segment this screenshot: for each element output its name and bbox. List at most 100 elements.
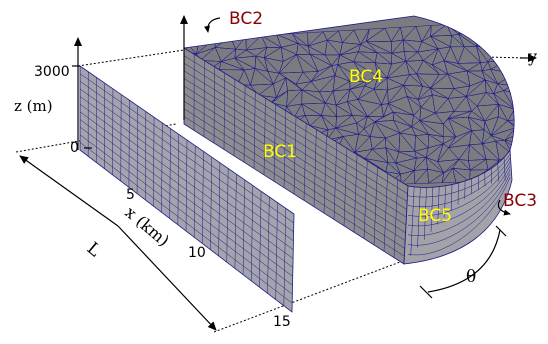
side-grid-horizontal <box>183 55 408 195</box>
length-label: L <box>83 239 105 262</box>
z-tick-3000: 3000 <box>34 64 70 80</box>
top-mesh-triangle <box>504 31 515 49</box>
top-mesh-triangle <box>476 21 500 35</box>
top-mesh-triangle <box>503 32 515 49</box>
slab-grid-horizontal <box>79 134 293 295</box>
mesh-slab-face <box>79 65 295 313</box>
slab-grid-horizontal <box>79 142 293 304</box>
side-grid-horizontal <box>183 108 405 249</box>
theta-arc-tick-a <box>495 225 507 237</box>
top-mesh-triangle <box>505 44 515 62</box>
z-tick-0: 0 <box>70 140 79 156</box>
x-tick-10: 10 <box>188 245 206 261</box>
mesh-slab <box>79 65 295 313</box>
axes <box>19 15 537 331</box>
front-grid-horizontal <box>407 169 511 236</box>
slab-grid-vertical <box>226 168 229 263</box>
top-mesh-triangle <box>504 56 515 75</box>
slab-grid-vertical <box>169 128 171 219</box>
length-arrow-start <box>19 155 119 227</box>
x-tick-15: 15 <box>273 314 291 330</box>
slab-grid-horizontal <box>79 88 294 241</box>
bc3-pointer-arrow <box>497 199 511 216</box>
slab-grid-horizontal <box>79 73 294 224</box>
slab-grid-vertical <box>185 139 188 232</box>
front-grid-horizontal <box>407 173 511 246</box>
slab-grid-vertical <box>161 122 163 213</box>
label-bc5: BC5 <box>418 206 452 226</box>
slab-grid-vertical <box>144 111 147 200</box>
side-grid-horizontal <box>183 116 405 257</box>
slab-grid-vertical <box>136 105 138 194</box>
top-mesh-triangle <box>511 81 515 95</box>
top-mesh-triangle <box>510 153 515 170</box>
top-mesh-triangle <box>507 120 515 132</box>
top-mesh-triangle <box>492 20 510 36</box>
top-mesh-triangle <box>503 44 515 63</box>
slab-grid-vertical <box>283 208 287 306</box>
y-axis-label: y <box>527 47 537 66</box>
top-mesh-triangle <box>507 108 515 122</box>
front-grid-vertical <box>410 182 415 256</box>
side-grid-horizontal <box>183 70 407 210</box>
top-mesh-triangle <box>511 73 515 86</box>
z-axis-label: z (m) <box>14 97 53 115</box>
top-mesh-triangle <box>498 20 512 37</box>
front-grid-horizontal <box>407 177 511 256</box>
slab-grid-vertical <box>242 179 245 275</box>
side-grid-horizontal <box>183 100 406 241</box>
slab-grid-vertical <box>193 145 196 238</box>
slab-grid-horizontal <box>79 119 293 277</box>
dotted-line-base-bottom <box>213 261 401 333</box>
top-mesh-triangle <box>458 22 478 35</box>
top-mesh-triangle <box>476 33 500 47</box>
slab-grid-horizontal <box>79 126 293 286</box>
mesh-side-grid <box>183 54 408 258</box>
top-mesh-triangle <box>476 21 494 34</box>
length-arrow-end <box>117 225 217 331</box>
slab-grid-vertical <box>202 151 204 244</box>
slab-grid-horizontal <box>79 81 294 233</box>
slab-grid-vertical <box>267 196 270 294</box>
slab-grid-vertical <box>153 117 155 207</box>
label-bc1: BC1 <box>263 142 297 162</box>
slab-grid-vertical <box>275 202 278 300</box>
slab-grid-vertical <box>210 157 212 250</box>
theta-arc <box>427 229 501 293</box>
top-mesh-triangle <box>458 22 478 35</box>
front-grid-horizontal <box>407 161 511 217</box>
theta-label: θ <box>466 267 476 287</box>
top-mesh-triangle <box>508 20 515 37</box>
top-mesh-triangle <box>504 127 515 141</box>
top-mesh-triangle <box>507 19 515 33</box>
slab-grid-horizontal <box>79 111 294 268</box>
top-mesh-triangle <box>504 140 515 156</box>
top-mesh-triangle <box>510 154 515 170</box>
side-grid-horizontal <box>183 62 408 202</box>
slab-grid-horizontal <box>79 103 294 259</box>
side-grid-horizontal <box>183 85 407 226</box>
top-mesh-triangle <box>236 166 254 177</box>
label-bc3: BC3 <box>503 191 537 211</box>
side-grid-horizontal <box>183 93 406 234</box>
top-mesh-triangle <box>515 57 524 74</box>
top-mesh-triangle <box>498 34 512 49</box>
slab-grid-vertical <box>234 174 237 269</box>
mesh-slab-grid <box>79 71 294 306</box>
bc2-pointer-arrow <box>204 17 221 33</box>
x-tick-5: 5 <box>126 187 135 203</box>
top-mesh-triangle <box>510 168 515 181</box>
slab-grid-vertical <box>259 191 262 288</box>
front-grid-vertical <box>417 178 421 248</box>
top-mesh-triangle <box>510 167 515 181</box>
slab-grid-vertical <box>177 134 180 225</box>
top-mesh-triangle <box>514 105 515 120</box>
side-grid-horizontal <box>183 78 407 218</box>
front-grid-horizontal <box>407 165 511 227</box>
top-mesh-triangle <box>515 69 524 81</box>
front-grid-horizontal <box>407 153 511 198</box>
theta-arc-tick-b <box>419 285 433 299</box>
slab-grid-vertical <box>218 162 221 256</box>
